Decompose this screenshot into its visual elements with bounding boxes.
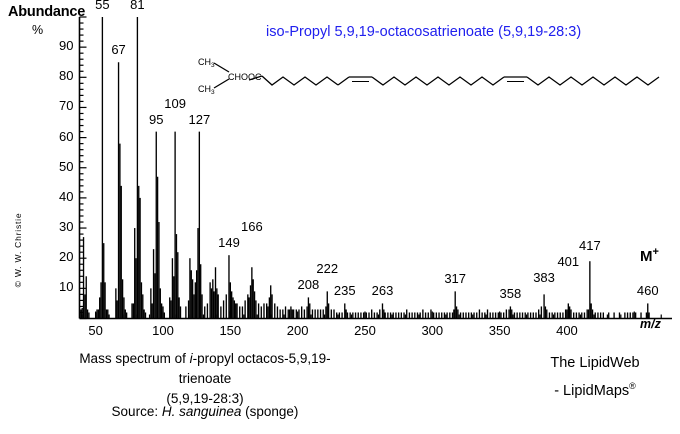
y-axis-unit: %: [32, 23, 44, 37]
peak-label-127: 127: [188, 111, 211, 127]
peak-label-383: 383: [533, 270, 555, 286]
peak-label-317: 317: [444, 271, 467, 287]
y-tick-label-30: 30: [59, 219, 74, 235]
peak-label-358: 358: [499, 286, 522, 302]
source-post: (sponge): [241, 404, 299, 419]
ch3-upper-label: CH3: [198, 57, 215, 69]
molecular-structure-labels: CH3 CH3 CHOOC: [198, 57, 262, 96]
ester-group-label: CHOOC: [228, 72, 262, 82]
molecular-ion-label: M+: [640, 246, 659, 265]
y-tick-label-70: 70: [59, 98, 74, 114]
y-tick-label-60: 60: [59, 128, 74, 144]
x-tick-label-100: 100: [152, 322, 174, 338]
peak-label-55: 55: [95, 0, 110, 12]
peak-label-401: 401: [557, 254, 580, 270]
x-tick-label-200: 200: [286, 322, 309, 338]
source-pre: Source:: [111, 404, 162, 419]
x-tick-label-250: 250: [354, 322, 376, 338]
peak-label-149: 149: [218, 235, 240, 251]
figure-caption: Mass spectrum of i-propyl octacos-5,9,19…: [55, 349, 355, 409]
x-tick-layer: [81, 311, 662, 319]
brand-credit: The LipidWeb - LipidMaps®: [520, 352, 670, 403]
y-tick-label-80: 80: [59, 68, 74, 84]
peak-label-417: 417: [578, 238, 601, 254]
peak-label-235: 235: [333, 283, 356, 299]
x-tick-label-400: 400: [556, 322, 578, 338]
peak-label-460: 460: [636, 283, 659, 299]
molecular-ion-symbol: M: [640, 248, 653, 265]
y-tick-label-10: 10: [59, 279, 74, 295]
brand-line1: The LipidWeb: [550, 355, 640, 371]
peak-label-95: 95: [149, 111, 164, 127]
caption-line2: (5,9,19-28:3): [166, 391, 244, 406]
y-tick-label-90: 90: [59, 38, 74, 54]
peak-label-166: 166: [241, 219, 263, 235]
y-tick-label-20: 20: [59, 249, 74, 265]
x-tick-label-350: 350: [488, 322, 511, 338]
copyright-notice: © W. W. Christie: [13, 212, 23, 288]
source-organism: H. sanguinea: [161, 404, 242, 419]
caption-line1-italic: i: [189, 351, 193, 366]
y-tick-label-40: 40: [59, 188, 74, 204]
caption-line1-post: -propyl octacos-5,9,19-trienoate: [178, 351, 331, 386]
brand-line2: - LipidMaps: [554, 382, 630, 399]
peak-label-109: 109: [164, 95, 186, 111]
y-tick-label-50: 50: [59, 158, 74, 174]
x-axis-unit-label: m/z: [640, 317, 661, 331]
peak-label-222: 222: [316, 261, 339, 277]
peak-label-81: 81: [130, 0, 145, 12]
molecular-structure-diagram: [213, 62, 660, 89]
caption-line1-pre: Mass spectrum of: [79, 351, 190, 366]
compound-title: iso-Propyl 5,9,19-octacosatrienoate (5,9…: [266, 24, 582, 40]
x-tick-label-300: 300: [421, 322, 444, 338]
source-caption: Source: H. sanguinea (sponge): [55, 404, 355, 419]
x-tick-label-50: 50: [88, 322, 103, 338]
peak-label-263: 263: [371, 283, 394, 299]
y-axis-title: Abundance: [8, 4, 86, 20]
x-tick-label-150: 150: [219, 322, 242, 338]
peak-label-208: 208: [297, 277, 320, 293]
axis-layer: [78, 17, 672, 320]
peak-label-67: 67: [111, 42, 126, 58]
ch3-lower-label: CH3: [198, 84, 215, 96]
molecular-ion-charge: +: [652, 246, 659, 258]
registered-mark: ®: [629, 381, 636, 391]
y-tick-layer: [79, 16, 87, 320]
